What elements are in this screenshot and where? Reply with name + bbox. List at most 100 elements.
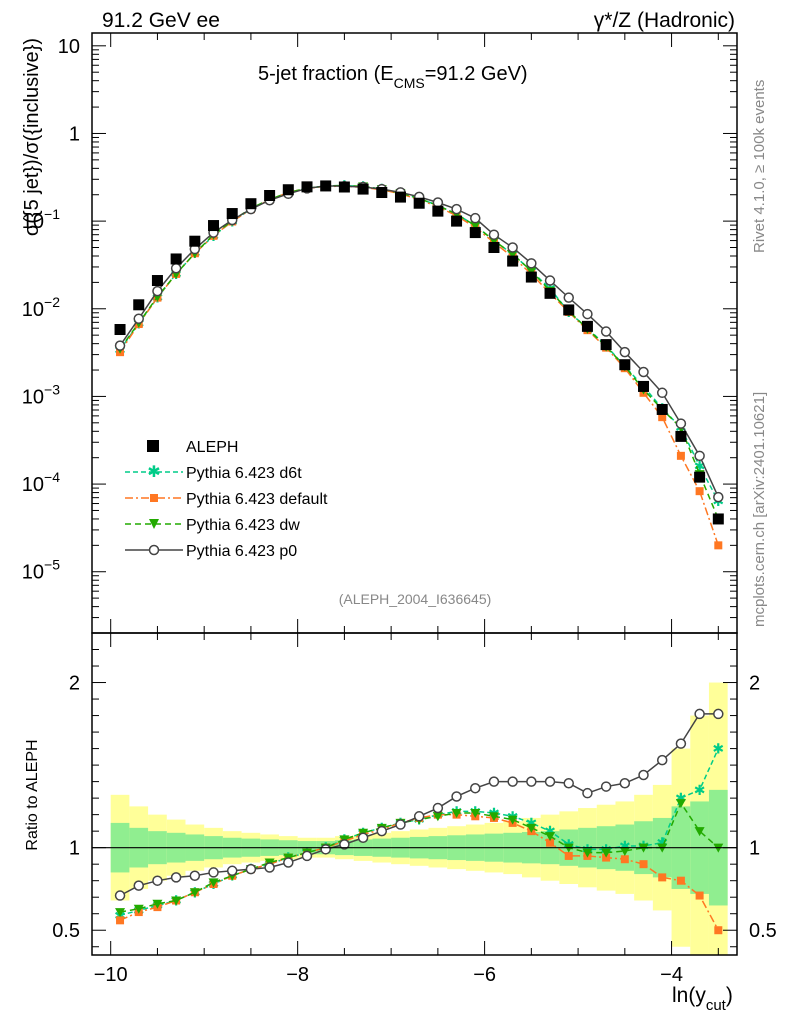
legend-marker-dw xyxy=(149,519,159,529)
x-tick-label-2: −6 xyxy=(473,964,496,986)
point-s4-32 xyxy=(713,491,724,503)
point-aleph-12 xyxy=(338,181,350,193)
ratio-point-2-2 xyxy=(152,899,163,909)
point-s4-19 xyxy=(470,212,481,224)
point-s2-32 xyxy=(714,541,723,550)
y-tick-label-3: 10−2 xyxy=(22,294,60,321)
y-tick-label-0: 10 xyxy=(58,36,80,58)
ratio-point-2-31 xyxy=(694,827,705,837)
ratio-tick-label-right-2: 2 xyxy=(749,673,760,695)
series-1: ✱✱✱✱✱✱✱✱✱✱✱✱✱✱✱✱✱✱✱✱✱✱✱✱✱✱✱✱✱✱✱✱✱ xyxy=(114,177,724,509)
ratio-point-3-17 xyxy=(432,802,444,814)
y-tick-label-1: 1 xyxy=(69,123,80,145)
point-aleph-21 xyxy=(507,255,519,267)
legend-entry-d6t: ✱ Pythia 6.423 d6t xyxy=(125,464,302,482)
point-aleph-22 xyxy=(525,271,537,283)
point-aleph-18 xyxy=(451,215,463,227)
series-line-1 xyxy=(119,184,719,502)
ratio-point-1-0 xyxy=(116,916,125,925)
ratio-tick-label-right-0: 0.5 xyxy=(749,920,777,942)
chart-title: 5-jet fraction (ECMS=91.2 GeV) xyxy=(258,63,528,91)
ratio-point-2-1 xyxy=(133,904,144,914)
ratio-point-3-25 xyxy=(582,787,593,799)
legend-marker-aleph xyxy=(147,440,159,452)
legend-entry-p0: Pythia 6.423 p0 xyxy=(125,543,297,560)
point-aleph-31 xyxy=(694,471,706,483)
ratio-point-0-22: ✱ xyxy=(525,815,537,831)
ratio-point-0-30: ✱ xyxy=(675,790,687,806)
point-s4-28 xyxy=(638,366,649,378)
ratio-point-3-3 xyxy=(170,872,182,883)
ratio-point-1-27 xyxy=(620,855,629,864)
point-aleph-3 xyxy=(170,253,182,265)
svg-text:ln(ycut): ln(ycut) xyxy=(672,984,733,1014)
point-s4-22 xyxy=(526,258,537,269)
ratio-point-3-4 xyxy=(189,870,201,881)
legend-entry-default: Pythia 6.423 default xyxy=(125,491,328,508)
legend-marker-default xyxy=(150,494,158,502)
ratio-point-3-21 xyxy=(507,776,518,787)
ratio-point-3-0 xyxy=(114,890,126,901)
ratio-frame xyxy=(91,632,738,956)
point-aleph-17 xyxy=(432,205,444,217)
ratio-point-1-24 xyxy=(564,851,573,860)
y-tick-label-6: 10−5 xyxy=(22,557,60,584)
ratio-point-3-20 xyxy=(488,776,500,787)
point-s4-23 xyxy=(544,275,556,286)
legend-label-dw: Pythia 6.423 dw xyxy=(186,517,300,534)
ratio-point-2-20 xyxy=(488,812,499,822)
x-axis-label: ln(ycut) xyxy=(672,984,733,1014)
ratio-point-3-19 xyxy=(470,782,481,794)
x-tick-label-0: −10 xyxy=(94,964,128,986)
point-s4-2 xyxy=(152,285,163,297)
series-line-3 xyxy=(119,184,719,520)
legend-entry-aleph: ALEPH xyxy=(147,439,238,456)
ratio-point-3-16 xyxy=(413,811,425,822)
ratio-point-2-21 xyxy=(507,815,518,825)
y-tick-label-2: 10−1 xyxy=(22,206,60,233)
ratio-point-3-18 xyxy=(451,791,462,802)
ratio-point-3-27 xyxy=(619,778,631,789)
legend-marker-d6t: ✱ xyxy=(147,464,160,481)
plot-area: ✱✱✱✱✱✱✱✱✱✱✱✱✱✱✱✱✱✱✱✱✱✱✱✱✱✱✱✱✱✱✱✱✱✱✱✱✱✱✱✱… xyxy=(114,177,724,935)
point-aleph-6 xyxy=(226,208,238,220)
ratio-point-1-31 xyxy=(695,891,704,900)
x-tick-label-1: −8 xyxy=(286,964,309,986)
point-s4-1 xyxy=(133,313,144,324)
ratio-point-2-4 xyxy=(189,888,200,898)
x-tick-label-3: −4 xyxy=(660,964,683,986)
ratio-point-0-32: ✱ xyxy=(712,741,724,757)
point-s4-26 xyxy=(600,326,612,337)
y-tick-label-5: 10−4 xyxy=(22,469,60,496)
svg-text:5-jet fraction (ECMS=91.2 GeV): 5-jet fraction (ECMS=91.2 GeV) xyxy=(258,63,528,91)
ratio-tick-label-left-2: 2 xyxy=(69,673,80,695)
ratio-point-3-5 xyxy=(208,867,219,878)
point-aleph-29 xyxy=(656,403,668,415)
point-s2-29 xyxy=(658,413,667,422)
point-s4-27 xyxy=(619,346,631,358)
point-aleph-9 xyxy=(282,184,294,196)
ratio-point-3-7 xyxy=(245,863,257,875)
ratio-point-0-27: ✱ xyxy=(619,838,631,854)
point-aleph-4 xyxy=(189,235,201,247)
legend-label-aleph: ALEPH xyxy=(186,439,238,456)
ratio-point-3-24 xyxy=(563,778,574,789)
ratio-point-1-23 xyxy=(546,838,555,847)
legend: ALEPH ✱ Pythia 6.423 d6t Pythia 6.423 de… xyxy=(125,439,328,560)
ratio-point-3-10 xyxy=(301,850,313,862)
mcplots-label: mcplots.cern.ch [arXiv:2401.10621] xyxy=(751,392,768,627)
point-s4-24 xyxy=(563,292,574,303)
point-aleph-26 xyxy=(600,339,612,351)
legend-label-default: Pythia 6.423 default xyxy=(186,491,328,508)
point-aleph-28 xyxy=(638,380,650,392)
point-aleph-14 xyxy=(376,187,388,199)
point-aleph-1 xyxy=(133,299,145,311)
ratio-point-3-9 xyxy=(283,857,294,868)
point-aleph-24 xyxy=(563,304,575,316)
ratio-point-1-29 xyxy=(658,873,667,882)
point-aleph-27 xyxy=(619,359,631,371)
ratio-point-1-32 xyxy=(714,926,723,935)
point-s3-19 xyxy=(470,221,481,231)
point-aleph-15 xyxy=(394,191,406,203)
